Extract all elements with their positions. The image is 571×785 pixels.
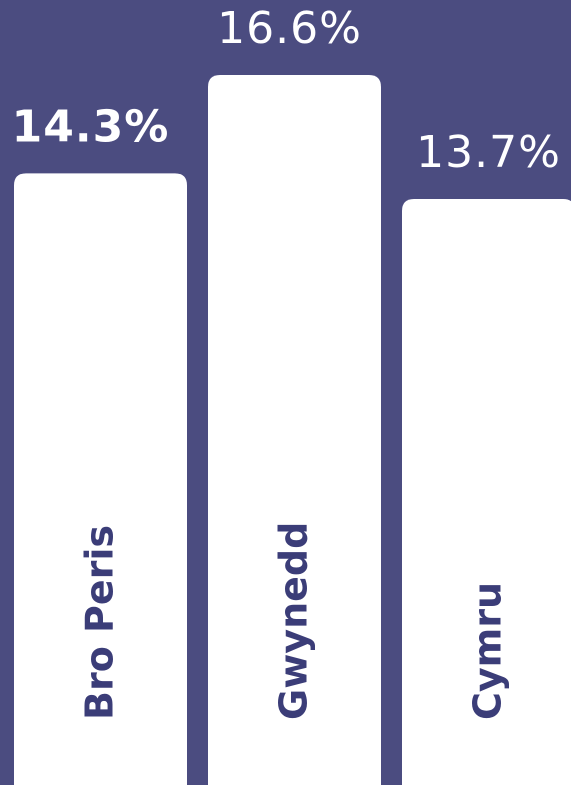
bar bbox=[402, 199, 571, 785]
value-label: 14.3% bbox=[12, 101, 170, 152]
value-label: 16.6% bbox=[217, 3, 362, 54]
value-label: 13.7% bbox=[416, 127, 561, 178]
category-label: Bro Peris bbox=[78, 525, 122, 720]
bar bbox=[208, 75, 381, 785]
category-label: Cymru bbox=[466, 582, 510, 720]
bar bbox=[14, 173, 187, 785]
category-label: Gwynedd bbox=[272, 522, 316, 720]
